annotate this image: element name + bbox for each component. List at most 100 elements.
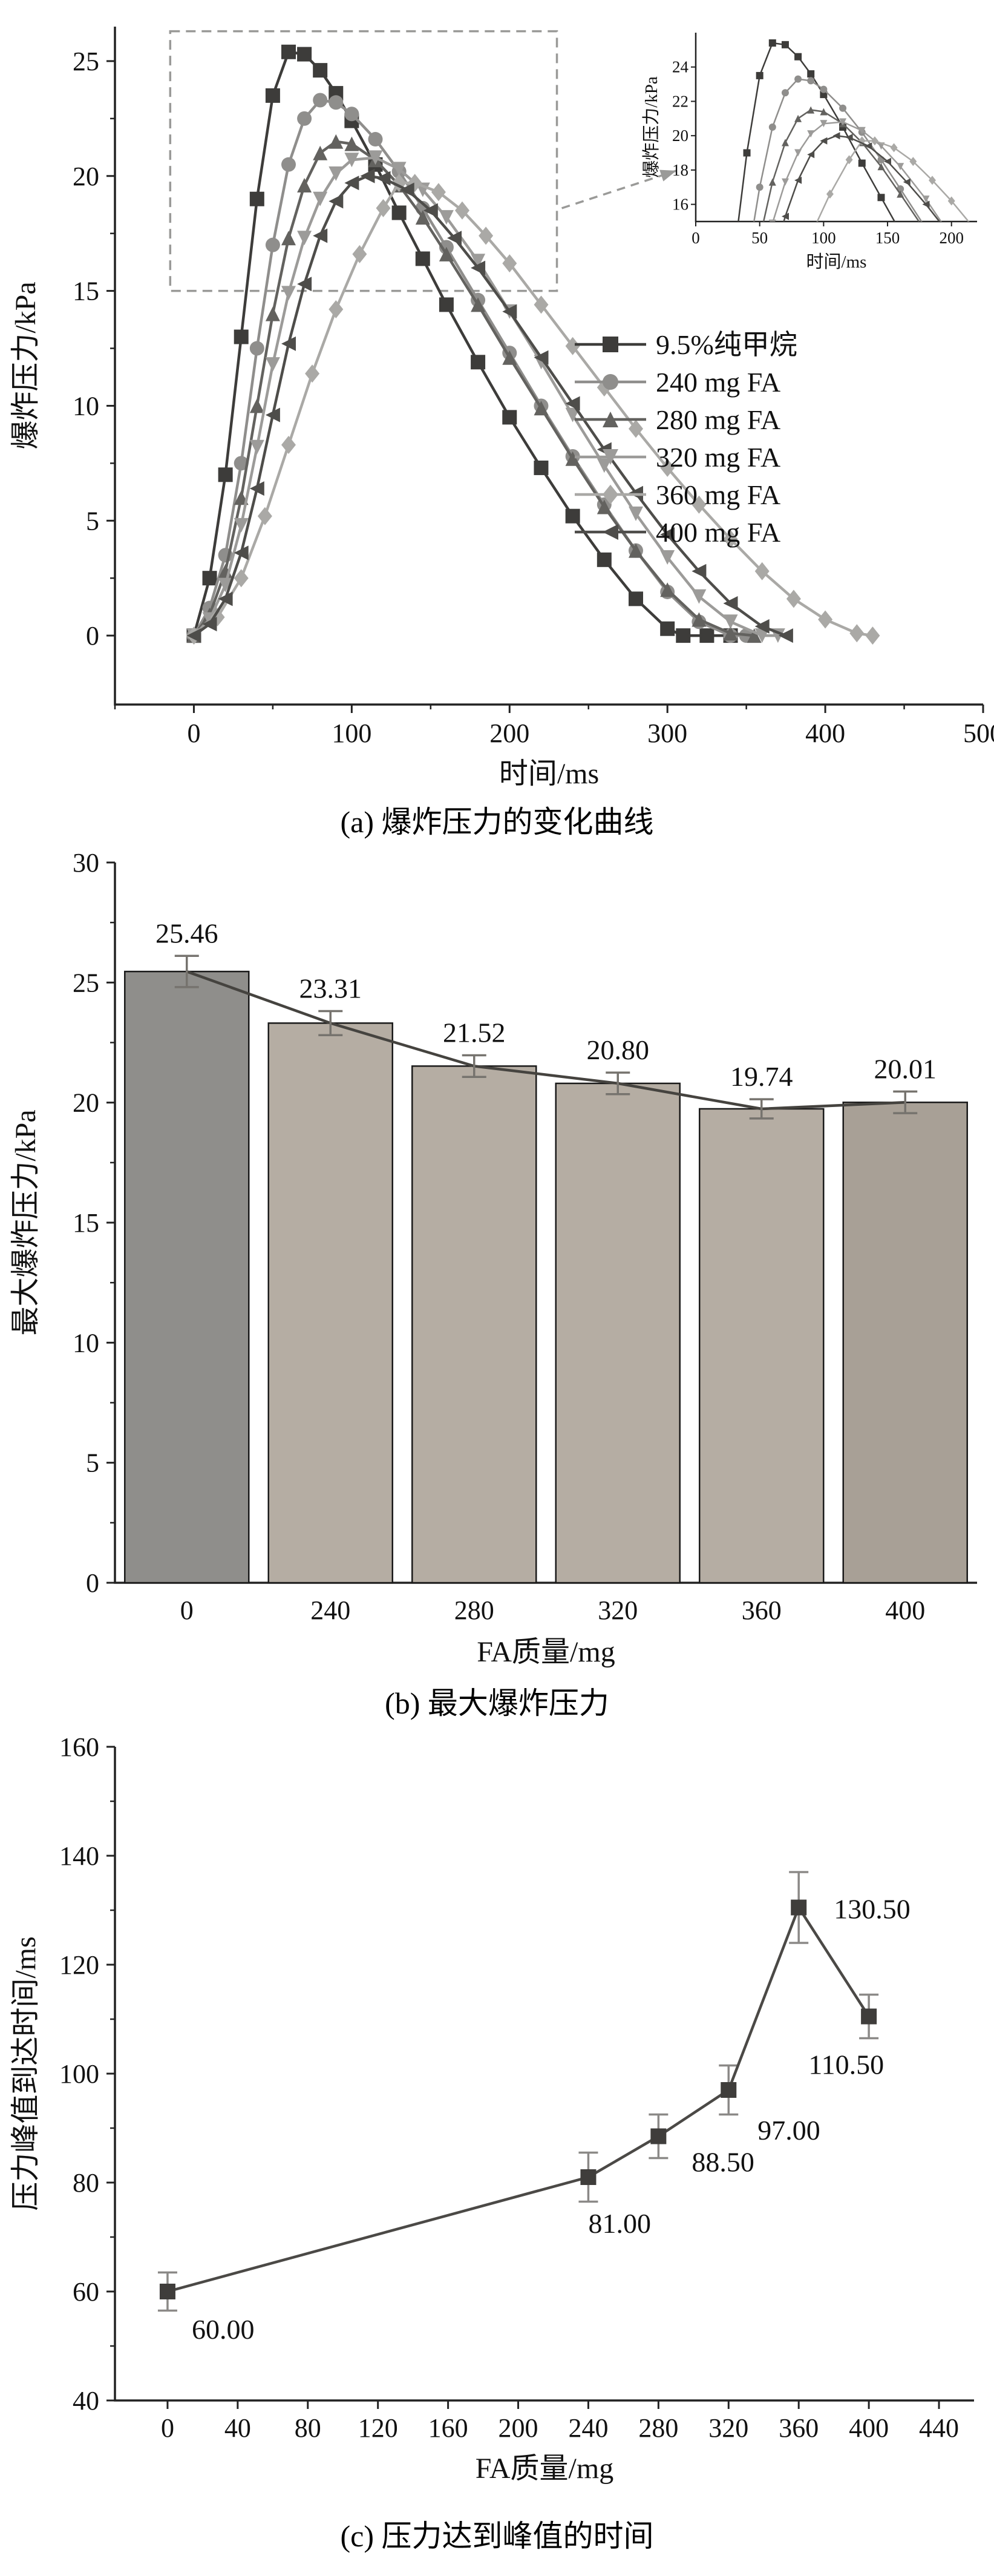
point-label-3: 97.00 bbox=[757, 2115, 820, 2146]
series-5 bbox=[186, 168, 793, 643]
category-label: 320 bbox=[598, 1595, 638, 1625]
svg-text:20: 20 bbox=[73, 1088, 99, 1118]
svg-text:200: 200 bbox=[499, 2413, 538, 2443]
bar-280 bbox=[411, 1065, 537, 1584]
plot-b: 0 5 10 15 20 25 30 FA质量/mg 最大爆炸压力/kPa 0 240 280 320 3… bbox=[10, 848, 977, 1668]
x-axis-label: 时间/ms bbox=[499, 758, 599, 790]
svg-text:40: 40 bbox=[224, 2413, 251, 2443]
panel-c: 0 40 80 120 160 200 240 280 320 360 400 440 40 60 80 10… bbox=[0, 1729, 994, 2555]
value-label-4: 19.74 bbox=[730, 1061, 793, 1092]
panel-b: 0 5 10 15 20 25 30 FA质量/mg 最大爆炸压力/kPa 0 240 280 320 3… bbox=[0, 847, 994, 1723]
series-line bbox=[167, 1904, 870, 2293]
category-label: 360 bbox=[742, 1595, 782, 1625]
value-label-2: 21.52 bbox=[443, 1017, 506, 1048]
legend-label-2: 280 mg FA bbox=[656, 404, 780, 435]
panel-a: 01002003004005000510152025时间/ms爆炸压力/kPa9… bbox=[0, 8, 994, 841]
inset-y-label: 爆炸压力/kPa bbox=[641, 76, 661, 178]
svg-text:200: 200 bbox=[489, 718, 529, 748]
svg-text:5: 5 bbox=[86, 1448, 99, 1478]
x-axis: 0 100 200 300 400 500 bbox=[114, 705, 994, 748]
peak-time-line-chart: 0 40 80 120 160 200 240 280 320 360 400 440 40 60 80 10… bbox=[10, 1732, 974, 2485]
error-bars bbox=[157, 1871, 879, 2312]
svg-text:60: 60 bbox=[73, 2277, 99, 2307]
svg-text:500: 500 bbox=[963, 718, 994, 748]
value-label-3: 20.80 bbox=[587, 1034, 650, 1065]
pressure-time-chart: 01002003004005000510152025时间/ms爆炸压力/kPa9… bbox=[10, 27, 994, 790]
point-label-0: 60.00 bbox=[192, 2314, 255, 2345]
axes bbox=[114, 27, 983, 706]
svg-text:100: 100 bbox=[811, 229, 836, 247]
svg-text:0: 0 bbox=[86, 1568, 99, 1598]
inset-x-label: 时间/ms bbox=[806, 252, 867, 272]
legend-label-5: 400 mg FA bbox=[656, 517, 780, 548]
y-axis-label: 爆炸压力/kPa bbox=[10, 281, 42, 449]
plot-a: 01002003004005000510152025时间/ms爆炸压力/kPa9… bbox=[10, 27, 994, 790]
svg-text:400: 400 bbox=[849, 2413, 889, 2443]
point-label-1: 81.00 bbox=[588, 2208, 651, 2239]
svg-text:100: 100 bbox=[59, 2059, 99, 2089]
bar-320 bbox=[555, 1082, 681, 1584]
svg-text:0: 0 bbox=[187, 718, 200, 748]
zoom-region-box bbox=[169, 30, 558, 292]
svg-text:440: 440 bbox=[919, 2413, 959, 2443]
legend-label-3: 320 mg FA bbox=[656, 442, 780, 473]
svg-text:40: 40 bbox=[73, 2386, 99, 2416]
value-label-1: 23.31 bbox=[299, 973, 362, 1004]
legend-label-0: 9.5%纯甲烷 bbox=[656, 329, 797, 360]
point-label-4: 130.50 bbox=[834, 1894, 911, 1925]
value-label-5: 20.01 bbox=[874, 1053, 937, 1084]
bar-240 bbox=[267, 1022, 393, 1584]
svg-text:160: 160 bbox=[428, 2413, 468, 2443]
bar-400 bbox=[842, 1102, 968, 1584]
svg-text:100: 100 bbox=[332, 718, 371, 748]
trend-line bbox=[186, 970, 906, 1111]
y-axis: 0 5 10 15 20 25 bbox=[73, 47, 115, 651]
svg-text:24: 24 bbox=[672, 58, 689, 76]
svg-text:10: 10 bbox=[73, 391, 99, 421]
svg-text:120: 120 bbox=[358, 2413, 398, 2443]
error-bars bbox=[174, 954, 918, 1120]
svg-text:25: 25 bbox=[73, 47, 99, 76]
caption-c: (c) 压力达到峰值的时间 bbox=[340, 2519, 654, 2553]
category-label: 240 bbox=[310, 1595, 350, 1625]
svg-text:320: 320 bbox=[708, 2413, 748, 2443]
svg-text:200: 200 bbox=[939, 229, 964, 247]
x-axis-label: FA质量/mg bbox=[477, 1636, 615, 1668]
svg-text:80: 80 bbox=[295, 2413, 321, 2443]
svg-text:160: 160 bbox=[59, 1732, 99, 1762]
svg-text:20: 20 bbox=[672, 126, 688, 145]
svg-text:360: 360 bbox=[779, 2413, 819, 2443]
series-markers bbox=[159, 1899, 877, 2299]
legend-label-4: 360 mg FA bbox=[656, 479, 780, 510]
svg-text:5: 5 bbox=[86, 506, 99, 536]
svg-text:240: 240 bbox=[568, 2413, 608, 2443]
svg-text:16: 16 bbox=[672, 196, 688, 214]
svg-text:120: 120 bbox=[59, 1950, 99, 1980]
svg-text:50: 50 bbox=[751, 229, 768, 247]
x-axis: 0 40 80 120 160 200 240 280 320 360 400 440 bbox=[161, 2400, 959, 2443]
svg-text:25: 25 bbox=[73, 968, 99, 997]
category-label: 280 bbox=[454, 1595, 494, 1625]
bars: 0 240 280 320 360 400 bbox=[124, 970, 968, 1625]
bar-360 bbox=[699, 1108, 825, 1584]
value-label-0: 25.46 bbox=[155, 918, 218, 948]
svg-text:400: 400 bbox=[805, 718, 845, 748]
category-label: 0 bbox=[180, 1595, 194, 1625]
y-axis: 40 60 80 100 120 140 160 bbox=[59, 1732, 115, 2416]
legend: 9.5%纯甲烷 240 mg FA 280 mg FA 320 mg FA 360 mg… bbox=[575, 329, 797, 548]
y-axis-label: 压力峰值到达时间/ms bbox=[10, 1936, 42, 2210]
svg-text:30: 30 bbox=[73, 848, 99, 878]
svg-text:22: 22 bbox=[672, 92, 688, 110]
legend-label-1: 240 mg FA bbox=[656, 367, 780, 398]
svg-text:0: 0 bbox=[161, 2413, 174, 2443]
svg-text:10: 10 bbox=[73, 1328, 99, 1358]
svg-text:300: 300 bbox=[647, 718, 687, 748]
bar-0 bbox=[124, 970, 250, 1584]
category-label: 400 bbox=[885, 1595, 925, 1625]
caption-b: (b) 最大爆炸压力 bbox=[385, 1686, 609, 1720]
svg-text:80: 80 bbox=[73, 2168, 99, 2198]
inset-chart: 0 50 100 150 200 16 18 20 22 24 时间/ms 爆炸压力/kPa bbox=[641, 33, 977, 272]
svg-text:150: 150 bbox=[875, 229, 900, 247]
svg-text:15: 15 bbox=[73, 1208, 99, 1238]
